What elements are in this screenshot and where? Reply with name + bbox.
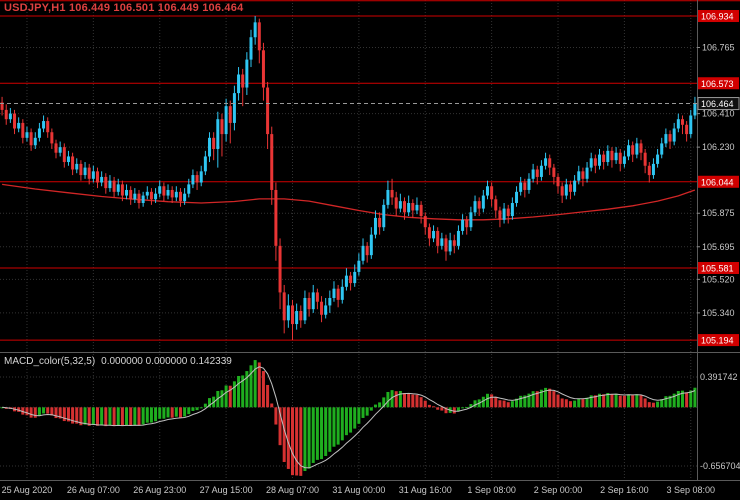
price-level-label: 106.934 (701, 12, 734, 22)
time-label: 2 Sep 16:00 (600, 485, 649, 495)
grid-layer (0, 0, 697, 481)
price-level-label: 106.044 (701, 177, 734, 187)
price-grid-label: 105.340 (702, 308, 735, 318)
macd-signal-line (2, 366, 696, 469)
time-label: 27 Aug 15:00 (200, 485, 253, 495)
time-label: 26 Aug 23:00 (133, 485, 186, 495)
macd-histogram (0, 360, 697, 476)
time-label: 31 Aug 16:00 (399, 485, 452, 495)
macd-scale: 0.391742 -0.656704 (700, 372, 740, 471)
macd-indicator-name: MACD_color(5,32,5) (4, 356, 96, 367)
level-lines (0, 15, 697, 341)
current-price-label: 106.464 (701, 99, 734, 109)
time-label: 3 Sep 08:00 (667, 485, 716, 495)
price-level-label: 105.581 (701, 264, 734, 274)
chart-title: USDJPY,H1 106.449 106.501 106.449 106.46… (4, 2, 244, 14)
price-grid-label: 106.230 (702, 142, 735, 152)
time-label: 2 Sep 00:00 (534, 485, 583, 495)
price-grid-label: 105.875 (702, 208, 735, 218)
time-label: 25 Aug 2020 (2, 485, 53, 495)
macd-scale-min: -0.656704 (700, 461, 740, 471)
time-label: 31 Aug 00:00 (332, 485, 385, 495)
price-grid-label: 105.520 (702, 274, 735, 284)
candles (0, 16, 697, 341)
macd-scale-max: 0.391742 (700, 372, 738, 382)
frame (0, 0, 740, 481)
time-scale: 25 Aug 2020 26 Aug 07:00 26 Aug 23:00 27 Au… (2, 485, 715, 495)
macd-grid (0, 376, 697, 467)
price-scale: 106.765 106.410 106.230 105.875 105.695 105.5… (697, 10, 740, 347)
time-label: 28 Aug 07:00 (266, 485, 319, 495)
price-grid-label: 106.765 (702, 42, 735, 52)
price-level-label: 106.573 (701, 79, 734, 89)
price-level-label: 105.194 (701, 336, 734, 346)
price-grid-label: 106.410 (702, 109, 735, 119)
price-grid-label: 105.695 (702, 242, 735, 252)
time-label: 26 Aug 07:00 (67, 485, 120, 495)
macd-indicator-label: MACD_color(5,32,5) 0.000000 0.000000 0.14… (4, 356, 238, 367)
time-label: 1 Sep 08:00 (467, 485, 516, 495)
macd-indicator-values: 0.000000 0.000000 0.142339 (101, 356, 232, 367)
